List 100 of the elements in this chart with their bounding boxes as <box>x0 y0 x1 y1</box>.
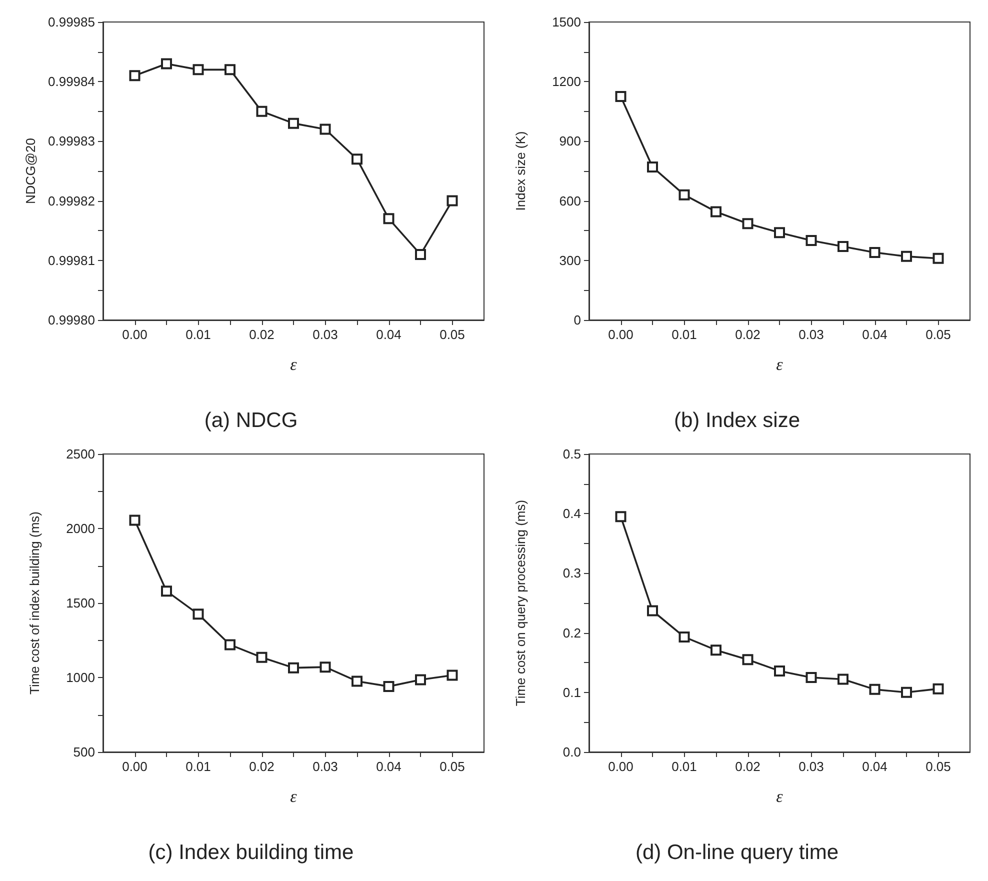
point <box>415 674 426 686</box>
y-tick-label: 0.5 <box>562 446 581 462</box>
y-tick-label: 0.99985 <box>48 14 95 30</box>
x-tick-label: 0.02 <box>249 327 274 342</box>
point <box>901 250 912 262</box>
point <box>615 91 626 102</box>
y-tick-label: 0 <box>574 312 581 328</box>
x-tick-label: 0.03 <box>798 759 824 774</box>
text: (a) NDCG <box>204 409 298 432</box>
x-tick-label: 0.03 <box>798 327 824 342</box>
y-tick-label: 900 <box>559 134 581 149</box>
point <box>710 206 722 218</box>
y-tick-label: 0.99984 <box>48 74 95 90</box>
point <box>615 511 626 522</box>
x-tick-label: 0.01 <box>672 327 697 342</box>
x-axis-title: ε <box>290 787 298 806</box>
x-tick-label: 0.03 <box>312 759 338 774</box>
point <box>415 248 426 260</box>
point <box>678 631 690 642</box>
x-tick-label: 0.00 <box>122 759 148 774</box>
y-tick-label: 1000 <box>66 670 95 685</box>
x-tick-label: 0.05 <box>926 759 951 774</box>
y-tick-label: 1500 <box>66 596 95 610</box>
point <box>647 162 658 173</box>
y-tick-label: 0.3 <box>562 566 581 581</box>
point <box>256 106 268 117</box>
point <box>710 644 722 656</box>
point <box>224 64 236 76</box>
x-tick-label: 0.02 <box>249 759 274 774</box>
x-axis-title: ε <box>776 787 784 806</box>
point <box>320 124 331 135</box>
point <box>869 684 880 695</box>
point <box>838 674 848 685</box>
y-tick-label: 1500 <box>552 14 581 30</box>
point <box>647 605 658 616</box>
point <box>806 235 817 246</box>
point <box>774 665 785 676</box>
x-tick-label: 0.00 <box>608 759 634 774</box>
x-tick-label: 0.00 <box>122 327 148 342</box>
x-tick-label: 0.05 <box>440 759 465 774</box>
y-axis-title: NDCG@20 <box>23 138 38 204</box>
x-tick-label: 0.04 <box>376 759 402 774</box>
point <box>288 662 299 674</box>
x-tick-label: 0.03 <box>312 327 338 342</box>
y-axis-title: Index size (K) <box>513 131 528 211</box>
y-axis-title: Time cost of index building (ms) <box>27 511 42 695</box>
point <box>224 639 236 650</box>
y-tick-label: 0.4 <box>562 506 581 522</box>
point <box>161 586 172 597</box>
y-tick-label: 0.0 <box>562 744 581 760</box>
point <box>932 683 944 694</box>
y-axis-title: Time cost on query processing (ms) <box>513 500 528 706</box>
x-tick-label: 0.04 <box>376 327 402 342</box>
x-tick-label: 0.01 <box>672 759 697 774</box>
point <box>320 662 331 673</box>
y-tick-label: 0.2 <box>562 625 581 640</box>
point <box>288 118 299 129</box>
point <box>129 70 140 82</box>
text: (d) On-line query time <box>635 841 839 864</box>
point <box>932 252 944 264</box>
point <box>742 218 754 230</box>
point <box>129 514 140 526</box>
point <box>774 227 785 238</box>
x-tick-label: 0.04 <box>862 327 888 342</box>
y-tick-label: 2500 <box>66 446 95 462</box>
y-tick-label: 0.99980 <box>48 312 95 328</box>
x-axis-title: ε <box>290 355 298 374</box>
text: (c) Index building time <box>148 841 354 864</box>
point <box>838 240 848 252</box>
x-tick-label: 0.01 <box>186 327 211 342</box>
point <box>806 672 817 683</box>
y-tick-label: 0.1 <box>562 684 581 700</box>
point <box>352 154 362 165</box>
point <box>192 608 204 620</box>
y-tick-label: 300 <box>559 252 581 268</box>
point <box>742 654 754 666</box>
point <box>256 652 268 663</box>
point <box>161 58 172 70</box>
x-tick-label: 0.05 <box>440 327 465 342</box>
x-tick-label: 0.04 <box>862 759 888 774</box>
y-tick-label: 1200 <box>552 74 581 90</box>
x-tick-label: 0.02 <box>735 327 760 342</box>
point <box>901 686 912 698</box>
x-tick-label: 0.00 <box>608 327 634 342</box>
x-tick-label: 0.01 <box>186 759 211 774</box>
text: (b) Index size <box>674 409 800 432</box>
point <box>383 213 394 224</box>
point <box>446 670 458 681</box>
point <box>192 64 204 76</box>
x-axis-title: ε <box>776 355 784 374</box>
y-tick-label: 0.99982 <box>48 193 95 208</box>
point <box>446 195 458 206</box>
y-tick-label: 2000 <box>66 521 95 536</box>
y-tick-label: 0.99981 <box>48 252 95 268</box>
point <box>352 676 362 687</box>
point <box>869 246 880 258</box>
x-tick-label: 0.02 <box>735 759 760 774</box>
y-tick-label: 500 <box>73 744 95 760</box>
point <box>678 189 690 200</box>
y-tick-label: 600 <box>559 193 581 208</box>
